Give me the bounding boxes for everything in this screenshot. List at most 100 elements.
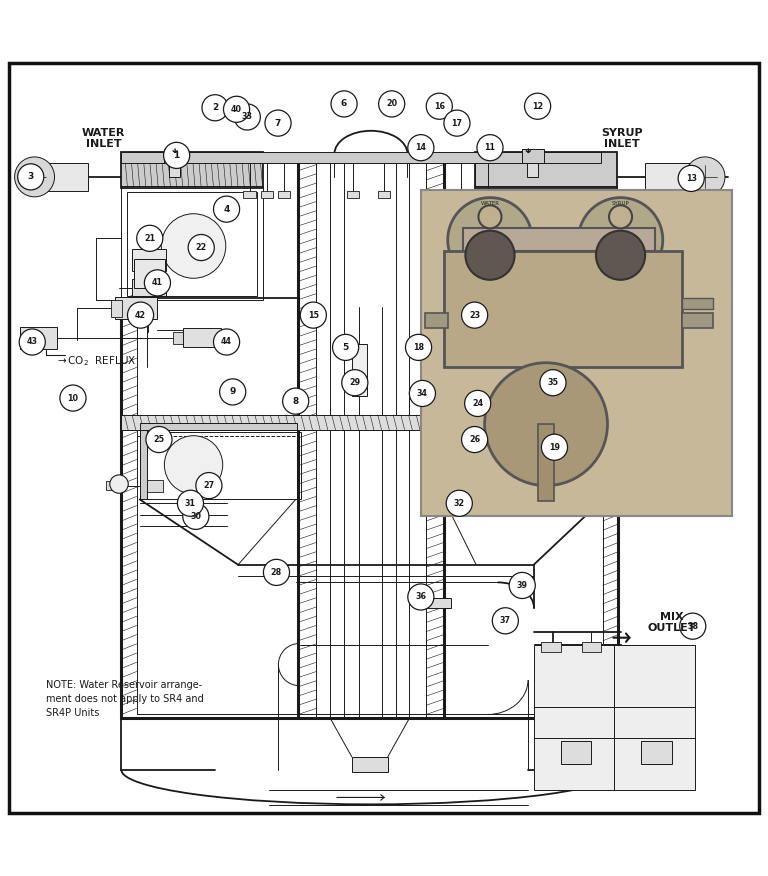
Text: 10: 10	[68, 393, 78, 403]
Bar	[132, 249, 166, 271]
Circle shape	[283, 388, 309, 414]
Text: 33: 33	[242, 112, 253, 122]
Circle shape	[680, 613, 706, 639]
Bar	[121, 152, 601, 163]
Circle shape	[408, 584, 434, 610]
Bar	[682, 298, 713, 309]
Bar	[455, 191, 467, 198]
Text: 19: 19	[549, 442, 560, 452]
Circle shape	[15, 157, 55, 197]
Bar	[463, 229, 655, 251]
Text: 26: 26	[469, 435, 480, 444]
Text: 32: 32	[454, 498, 465, 508]
Circle shape	[263, 560, 290, 585]
Circle shape	[406, 335, 432, 360]
Circle shape	[188, 235, 214, 260]
Bar	[121, 152, 263, 188]
Text: 41: 41	[152, 279, 163, 287]
Bar	[582, 642, 601, 652]
Bar	[482, 191, 494, 198]
Circle shape	[234, 104, 260, 130]
Text: 15: 15	[308, 311, 319, 320]
Circle shape	[540, 370, 566, 396]
Bar	[480, 192, 611, 296]
Text: 37: 37	[500, 617, 511, 625]
Circle shape	[465, 230, 515, 279]
Circle shape	[578, 198, 663, 282]
Bar	[541, 642, 561, 652]
Circle shape	[196, 472, 222, 498]
Text: 21: 21	[144, 234, 155, 243]
Text: 2: 2	[212, 103, 218, 112]
Circle shape	[446, 491, 472, 516]
Bar	[140, 422, 297, 430]
Text: 4: 4	[223, 205, 230, 214]
Text: 28: 28	[271, 568, 282, 577]
Bar	[164, 149, 185, 163]
Text: NOTE: Water Reservoir arrange-
ment does not apply to SR4 and
SR4P Units: NOTE: Water Reservoir arrange- ment does…	[46, 680, 204, 718]
Bar	[561, 741, 591, 765]
Circle shape	[409, 380, 435, 406]
Text: 13: 13	[686, 174, 697, 183]
Bar	[278, 191, 290, 198]
Text: 40: 40	[231, 105, 242, 114]
Circle shape	[462, 302, 488, 328]
Bar	[121, 186, 263, 300]
Circle shape	[444, 110, 470, 136]
Bar	[19, 166, 36, 187]
Text: 8: 8	[293, 397, 299, 406]
Circle shape	[110, 475, 128, 493]
Bar	[140, 480, 163, 491]
Bar	[682, 313, 713, 328]
Text: 11: 11	[485, 143, 495, 152]
Circle shape	[223, 96, 250, 123]
Bar	[115, 298, 157, 319]
Circle shape	[342, 370, 368, 396]
Bar	[421, 190, 732, 516]
Bar	[127, 192, 257, 296]
Text: 29: 29	[349, 378, 360, 387]
Bar	[169, 163, 180, 177]
Text: $\rightarrow$CO$_2$  REFLUX: $\rightarrow$CO$_2$ REFLUX	[55, 354, 137, 368]
Circle shape	[609, 205, 632, 229]
Text: 31: 31	[185, 498, 196, 508]
Circle shape	[137, 225, 163, 251]
Circle shape	[485, 363, 607, 485]
Bar	[352, 343, 367, 396]
Bar	[111, 300, 122, 316]
Bar	[641, 741, 672, 765]
Circle shape	[477, 135, 503, 161]
Circle shape	[300, 302, 326, 328]
Circle shape	[379, 91, 405, 117]
Bar	[137, 269, 161, 277]
Circle shape	[511, 214, 576, 279]
Bar	[645, 163, 703, 191]
Bar	[378, 191, 390, 198]
Circle shape	[220, 378, 246, 405]
Circle shape	[164, 142, 190, 168]
Text: WATER: WATER	[481, 201, 499, 206]
Circle shape	[202, 95, 228, 121]
Bar	[243, 191, 256, 198]
Text: 25: 25	[154, 435, 164, 444]
Circle shape	[596, 230, 645, 279]
Text: 44: 44	[221, 337, 232, 347]
Text: 16: 16	[434, 102, 445, 110]
Text: SYRUP: SYRUP	[611, 201, 630, 206]
Text: 30: 30	[190, 512, 201, 521]
Text: 7: 7	[275, 118, 281, 128]
Bar	[140, 430, 147, 499]
Text: 38: 38	[687, 622, 698, 631]
Circle shape	[465, 391, 491, 416]
Circle shape	[18, 164, 44, 190]
Circle shape	[333, 335, 359, 360]
Circle shape	[19, 329, 45, 355]
Circle shape	[426, 93, 452, 119]
Circle shape	[478, 205, 502, 229]
Circle shape	[164, 435, 223, 494]
Text: 27: 27	[204, 481, 214, 490]
Text: 24: 24	[472, 399, 483, 408]
Bar	[121, 415, 618, 430]
Circle shape	[492, 608, 518, 634]
Text: 9: 9	[230, 387, 236, 397]
